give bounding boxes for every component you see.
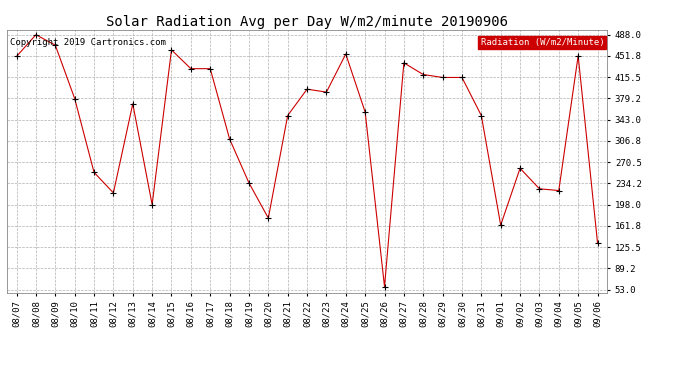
Text: Copyright 2019 Cartronics.com: Copyright 2019 Cartronics.com bbox=[10, 38, 166, 47]
Title: Solar Radiation Avg per Day W/m2/minute 20190906: Solar Radiation Avg per Day W/m2/minute … bbox=[106, 15, 508, 29]
Text: Radiation (W/m2/Minute): Radiation (W/m2/Minute) bbox=[480, 38, 604, 47]
